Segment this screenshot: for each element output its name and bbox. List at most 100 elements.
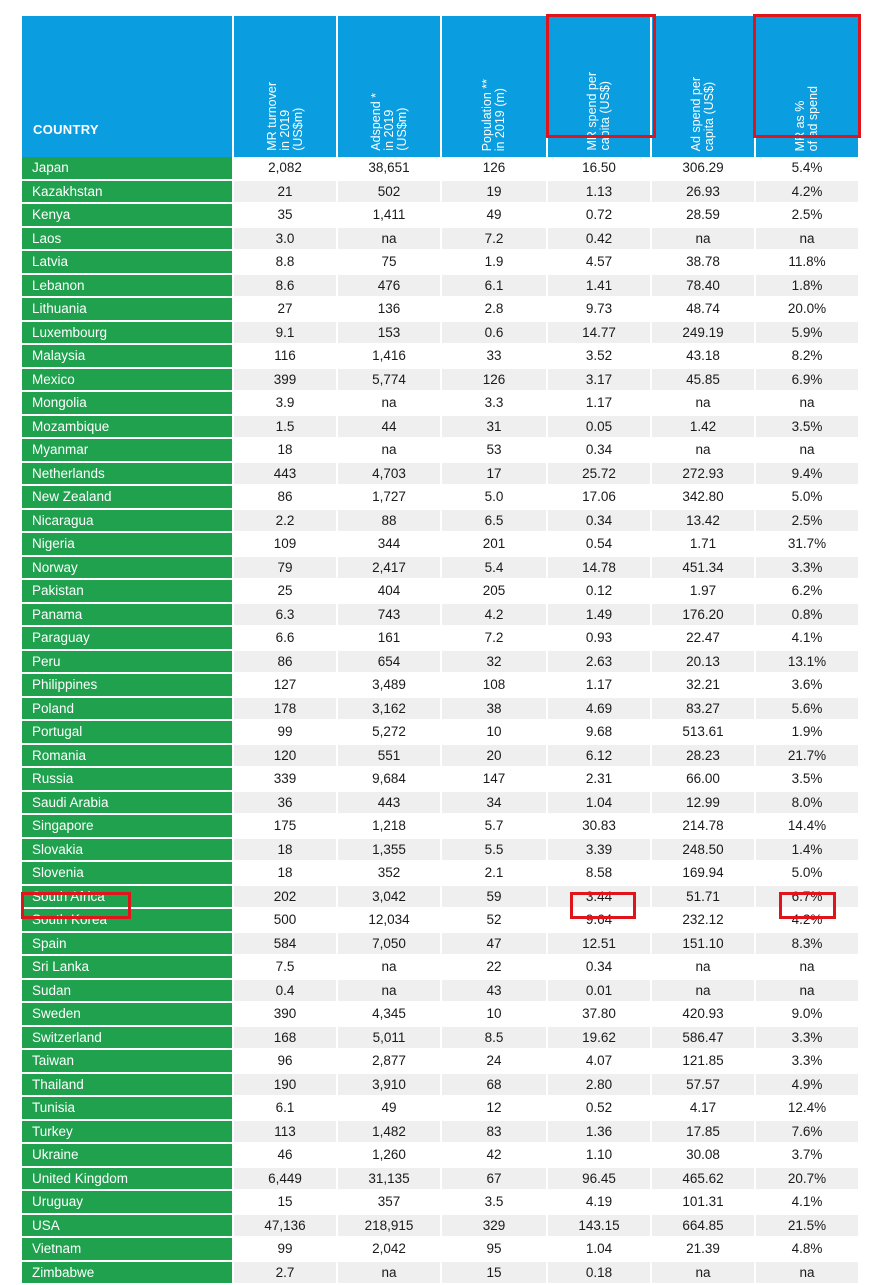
population-cell: 33	[442, 345, 548, 369]
country-cell: Slovenia	[22, 862, 234, 886]
country-cell: Kenya	[22, 204, 234, 228]
mr-turnover-cell: 202	[234, 886, 338, 910]
mr-pct-cell: 2.5%	[756, 510, 860, 534]
mr-pct-cell: 4.2%	[756, 909, 860, 933]
population-cell: 10	[442, 721, 548, 745]
mr-pct-cell: 4.1%	[756, 627, 860, 651]
mr-per-capita-cell: 1.04	[548, 792, 652, 816]
ad-per-capita-cell: 32.21	[652, 674, 756, 698]
mr-pct-cell: 4.9%	[756, 1074, 860, 1098]
adspend-cell: 2,042	[338, 1238, 442, 1262]
country-cell: Slovakia	[22, 839, 234, 863]
population-cell: 205	[442, 580, 548, 604]
mr-turnover-cell: 399	[234, 369, 338, 393]
mr-as-pct-header-label: MR as % of ad spend	[794, 80, 820, 157]
country-cell: Romania	[22, 745, 234, 769]
mr-per-capita-cell: 2.80	[548, 1074, 652, 1098]
adspend-cell: na	[338, 980, 442, 1004]
ad-per-capita-cell: 26.93	[652, 181, 756, 205]
mr-turnover-cell: 8.6	[234, 275, 338, 299]
mr-turnover-cell: 99	[234, 721, 338, 745]
mr-turnover-header-label: MR turnover in 2019 (US$m)	[266, 76, 305, 157]
adspend-cell: 357	[338, 1191, 442, 1215]
mr-pct-cell: 3.3%	[756, 1050, 860, 1074]
mr-per-capita-cell: 4.69	[548, 698, 652, 722]
ad-per-capita-cell: 38.78	[652, 251, 756, 275]
adspend-cell: 1,260	[338, 1144, 442, 1168]
population-cell: 59	[442, 886, 548, 910]
mr-pct-cell: 11.8%	[756, 251, 860, 275]
mr-pct-cell: 6.2%	[756, 580, 860, 604]
country-cell: Singapore	[22, 815, 234, 839]
ad-per-capita-cell: 43.18	[652, 345, 756, 369]
mr-per-capita-cell: 1.17	[548, 674, 652, 698]
ad-per-capita-cell: 248.50	[652, 839, 756, 863]
mr-per-capita-cell: 0.34	[548, 956, 652, 980]
mr-turnover-cell: 96	[234, 1050, 338, 1074]
mr-pct-cell: na	[756, 439, 860, 463]
mr-turnover-cell: 1.5	[234, 416, 338, 440]
ad-per-capita-cell: 272.93	[652, 463, 756, 487]
population-cell: 5.4	[442, 557, 548, 581]
mr-pct-cell: 8.3%	[756, 933, 860, 957]
population-header-label: Population ** in 2019 (m)	[481, 73, 507, 157]
mr-per-capita-cell: 19.62	[548, 1027, 652, 1051]
mr-pct-cell: 20.0%	[756, 298, 860, 322]
ad-per-capita-cell: 51.71	[652, 886, 756, 910]
mr-per-capita-cell: 30.83	[548, 815, 652, 839]
adspend-cell: 3,489	[338, 674, 442, 698]
mr-turnover-cell: 18	[234, 839, 338, 863]
mr-per-capita-cell: 9.73	[548, 298, 652, 322]
adspend-cell: 218,915	[338, 1215, 442, 1239]
country-cell: Panama	[22, 604, 234, 628]
population-cell: 3.3	[442, 392, 548, 416]
mr-turnover-cell: 18	[234, 862, 338, 886]
mr-pct-cell: 5.0%	[756, 862, 860, 886]
mr-per-capita-cell: 9.64	[548, 909, 652, 933]
mr-per-capita-cell: 2.63	[548, 651, 652, 675]
mr-pct-cell: 3.7%	[756, 1144, 860, 1168]
mr-turnover-header: MR turnover in 2019 (US$m)	[234, 16, 338, 157]
country-cell: Norway	[22, 557, 234, 581]
country-cell: Latvia	[22, 251, 234, 275]
adspend-cell: 12,034	[338, 909, 442, 933]
population-cell: 53	[442, 439, 548, 463]
ad-per-capita-cell: 214.78	[652, 815, 756, 839]
adspend-cell: 5,774	[338, 369, 442, 393]
country-cell: USA	[22, 1215, 234, 1239]
mr-pct-cell: 6.7%	[756, 886, 860, 910]
adspend-cell: 49	[338, 1097, 442, 1121]
adspend-cell: 4,703	[338, 463, 442, 487]
ad-per-capita-cell: 1.97	[652, 580, 756, 604]
country-cell: Peru	[22, 651, 234, 675]
mr-pct-cell: 13.1%	[756, 651, 860, 675]
ad-per-capita-cell: 17.85	[652, 1121, 756, 1145]
ad-spend-per-capita-header-label: Ad spend per capita (US$)	[690, 71, 716, 157]
mr-turnover-cell: 36	[234, 792, 338, 816]
country-cell: South Korea	[22, 909, 234, 933]
mr-pct-cell: 14.4%	[756, 815, 860, 839]
ad-per-capita-cell: 28.23	[652, 745, 756, 769]
ad-spend-per-capita-header: Ad spend per capita (US$)	[652, 16, 756, 157]
country-cell: Luxembourg	[22, 322, 234, 346]
ad-per-capita-cell: 121.85	[652, 1050, 756, 1074]
mr-turnover-cell: 79	[234, 557, 338, 581]
adspend-cell: 344	[338, 533, 442, 557]
mr-pct-cell: 4.8%	[756, 1238, 860, 1262]
country-cell: South Africa	[22, 886, 234, 910]
adspend-cell: 502	[338, 181, 442, 205]
mr-per-capita-cell: 17.06	[548, 486, 652, 510]
adspend-cell: na	[338, 228, 442, 252]
ad-per-capita-cell: 232.12	[652, 909, 756, 933]
